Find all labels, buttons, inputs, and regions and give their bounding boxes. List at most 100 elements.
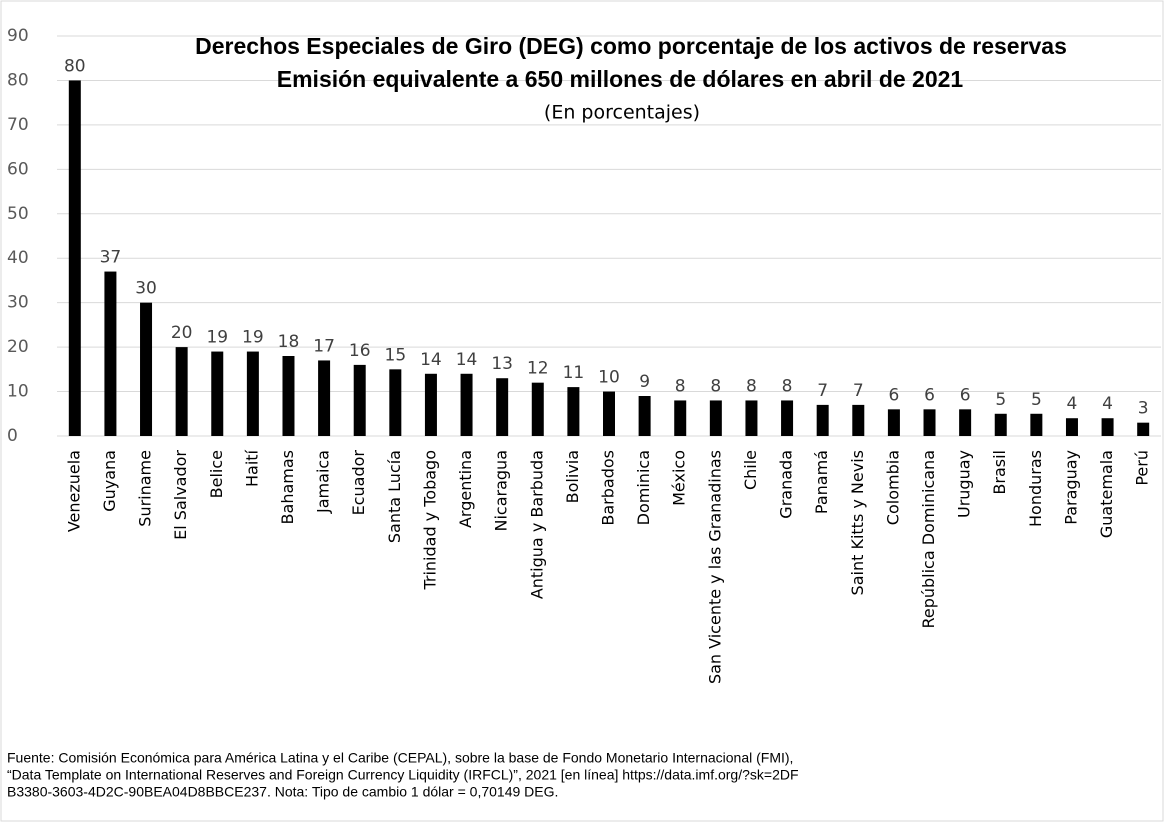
- data-label: 6: [960, 385, 971, 405]
- bar: [1030, 413, 1043, 436]
- chart-subtitle: Emisión equivalente a 650 millones de dó…: [277, 66, 964, 92]
- bar: [389, 369, 402, 436]
- x-tick-label: Suriname: [136, 450, 155, 527]
- bar: [852, 404, 865, 436]
- x-tick-label: Uruguay: [955, 450, 974, 518]
- data-label: 4: [1067, 394, 1078, 414]
- bar: [567, 387, 580, 436]
- y-tick-label: 40: [7, 248, 29, 268]
- x-tick-label: Honduras: [1026, 450, 1045, 527]
- data-label: 3: [1138, 399, 1149, 419]
- data-label: 80: [64, 56, 86, 76]
- x-tick-label: México: [670, 450, 689, 506]
- x-tick-label: Bahamas: [278, 450, 297, 524]
- data-label: 11: [563, 363, 585, 383]
- data-label: 16: [349, 341, 371, 361]
- data-label: 15: [385, 345, 407, 365]
- x-tick-label: Granada: [777, 450, 796, 519]
- data-label: 14: [420, 350, 442, 370]
- bar: [531, 382, 544, 436]
- unit-note: (En porcentajes): [544, 102, 700, 124]
- y-tick-label: 60: [7, 159, 29, 179]
- bar: [68, 80, 81, 436]
- bar: [460, 373, 473, 436]
- x-tick-label: El Salvador: [171, 450, 190, 540]
- data-label: 13: [491, 354, 513, 374]
- bar: [211, 351, 224, 436]
- bar: [745, 400, 758, 436]
- x-tick-label: Paraguay: [1061, 450, 1080, 525]
- x-tick-label: Venezuela: [64, 450, 83, 532]
- bar: [353, 364, 366, 436]
- data-label: 5: [1031, 390, 1042, 410]
- x-tick-label: Belice: [207, 450, 226, 498]
- bar: [781, 400, 794, 436]
- data-label: 10: [598, 368, 620, 388]
- x-tick-label: Dominica: [634, 450, 653, 525]
- data-label: 8: [710, 376, 721, 396]
- x-tick-label: Chile: [741, 450, 760, 490]
- x-tick-label: Nicaragua: [492, 450, 511, 532]
- bar: [424, 373, 437, 436]
- bar: [175, 347, 188, 436]
- bar: [709, 400, 722, 436]
- x-tick-label: Perú: [1133, 450, 1152, 486]
- x-tick-label: Brasil: [990, 450, 1009, 495]
- data-label: 6: [924, 385, 935, 405]
- y-tick-label: 30: [7, 293, 29, 313]
- data-label: 7: [817, 381, 828, 401]
- bar: [674, 400, 687, 436]
- data-label: 12: [527, 359, 549, 379]
- x-tick-label: Colombia: [883, 450, 902, 525]
- note-line: Fuente: Comisión Económica para América …: [7, 750, 793, 766]
- data-label: 37: [100, 248, 122, 268]
- data-label: 19: [206, 328, 228, 348]
- bar: [1137, 422, 1150, 436]
- x-tick-label: Jamaica: [314, 450, 333, 514]
- x-tick-label: Santa Lucía: [385, 450, 404, 543]
- data-label: 14: [456, 350, 478, 370]
- y-tick-label: 70: [7, 115, 29, 135]
- chart-title: Derechos Especiales de Giro (DEG) como p…: [195, 33, 1067, 59]
- x-tick-label: Trinidad y Tobago: [420, 450, 439, 591]
- data-label: 8: [782, 376, 793, 396]
- y-tick-label: 10: [7, 382, 29, 402]
- bar: [246, 351, 259, 436]
- x-tick-label: Antigua y Barbuda: [527, 450, 546, 599]
- bar: [638, 396, 651, 436]
- x-tick-label: República Dominicana: [919, 450, 938, 629]
- x-tick-label: Panamá: [812, 450, 831, 514]
- bar: [923, 409, 936, 436]
- bar: [816, 404, 829, 436]
- note-line: B3380-3603-4D2C-90BEA04D8BBCE237. Nota: …: [7, 784, 558, 800]
- x-tick-label: Barbados: [599, 450, 618, 526]
- data-label: 19: [242, 328, 264, 348]
- y-tick-label: 90: [7, 26, 29, 46]
- data-label: 9: [639, 372, 650, 392]
- bar: [887, 409, 900, 436]
- bar: [603, 391, 615, 436]
- data-label: 20: [171, 323, 193, 343]
- y-tick-label: 50: [7, 204, 29, 224]
- bar: [104, 271, 117, 436]
- bar: [1065, 418, 1078, 436]
- x-tick-label: Argentina: [456, 450, 475, 528]
- x-tick-label: Haití: [242, 449, 261, 487]
- data-label: 5: [995, 390, 1006, 410]
- bar: [496, 378, 509, 436]
- bar: [318, 360, 331, 436]
- data-label: 30: [135, 279, 157, 299]
- data-label: 7: [853, 381, 864, 401]
- y-tick-label: 80: [7, 70, 29, 90]
- note-line: “Data Template on International Reserves…: [7, 767, 799, 783]
- bar: [959, 409, 972, 436]
- bar: [282, 356, 295, 436]
- bar: [140, 302, 153, 436]
- data-label: 18: [278, 332, 300, 352]
- data-label: 6: [888, 385, 899, 405]
- bar: [994, 413, 1007, 436]
- bar: [1101, 418, 1114, 436]
- data-label: 4: [1102, 394, 1113, 414]
